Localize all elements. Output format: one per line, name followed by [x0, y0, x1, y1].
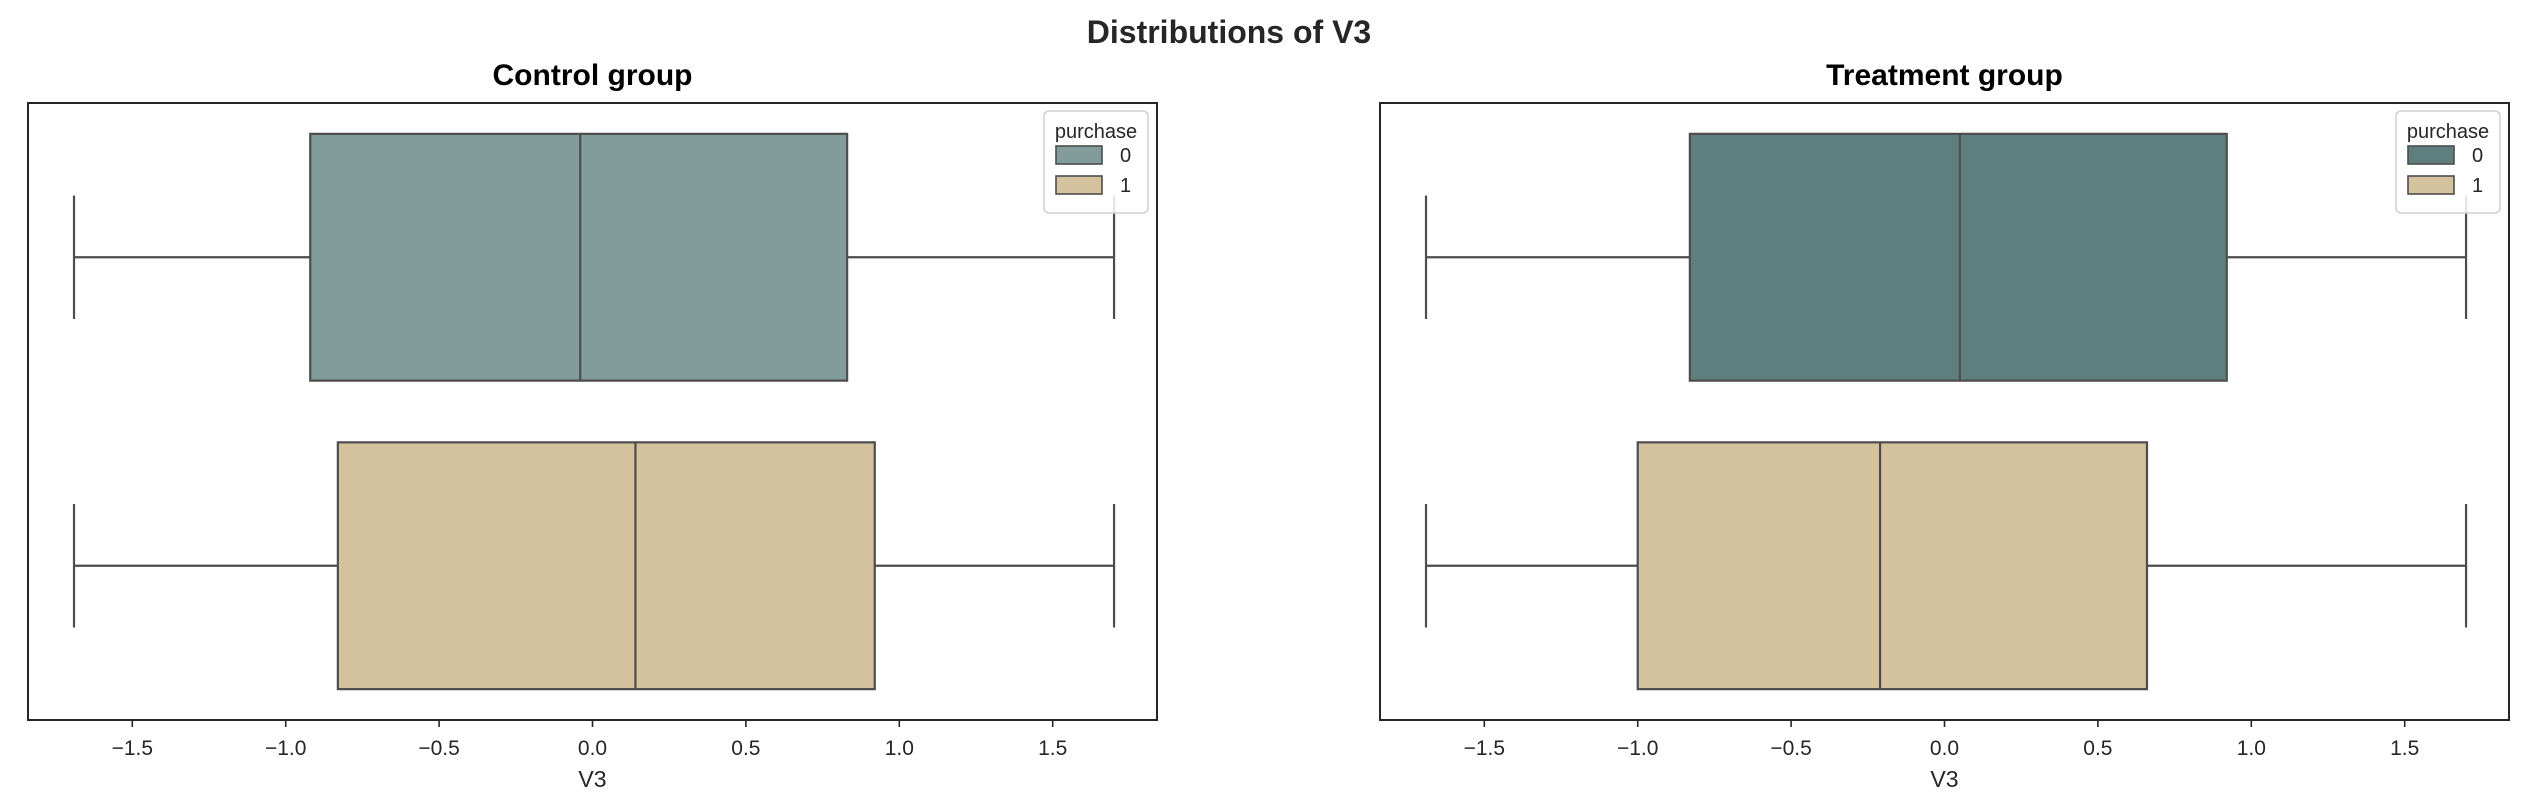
x-tick-label: −1.5 — [1464, 737, 1505, 760]
x-tick-label: 1.5 — [1038, 737, 1067, 760]
box-iqr — [309, 132, 849, 382]
x-tick-label: 0.5 — [731, 737, 760, 760]
legend-title: purchase — [2407, 121, 2489, 143]
x-tick-label: 0.5 — [2083, 737, 2112, 760]
x-axis-label: V3 — [1930, 766, 1958, 792]
box-iqr — [1636, 441, 2149, 691]
legend-swatch — [2407, 175, 2455, 195]
figure-suptitle: Distributions of V3 — [1087, 14, 1371, 50]
box-iqr — [1688, 132, 2228, 382]
x-tick-label: 1.0 — [2237, 737, 2266, 760]
legend-label: 1 — [2472, 175, 2483, 197]
legend-swatch — [1055, 145, 1103, 165]
legend-label: 0 — [2472, 145, 2483, 167]
control-group-panel: Control group −1.5 −1.0 −0.5 0.0 0.5 1.0 1.5 V3 p… — [27, 59, 1158, 792]
x-tick-label: 0.0 — [1930, 737, 1959, 760]
x-tick-label: −0.5 — [1770, 737, 1811, 760]
box-iqr — [336, 441, 876, 691]
legend-label: 1 — [1120, 175, 1131, 197]
x-tick-label: −1.5 — [112, 737, 153, 760]
panel-title: Treatment group — [1826, 59, 2063, 92]
treatment-group-panel: Treatment group −1.5 −1.0 −0.5 0.0 0.5 1.0 1.5 V… — [1379, 59, 2510, 792]
x-tick-label: 1.0 — [885, 737, 914, 760]
x-tick-label: −1.0 — [265, 737, 306, 760]
legend-swatch — [1055, 175, 1103, 195]
panel-title: Control group — [493, 59, 693, 92]
x-tick-label: −1.0 — [1617, 737, 1658, 760]
x-tick-label: 1.5 — [2390, 737, 2419, 760]
x-axis-label: V3 — [578, 766, 606, 792]
x-tick-label: −0.5 — [418, 737, 459, 760]
x-tick-label: 0.0 — [578, 737, 607, 760]
legend-swatch — [2407, 145, 2455, 165]
legend-label: 0 — [1120, 145, 1131, 167]
legend-title: purchase — [1055, 121, 1137, 143]
